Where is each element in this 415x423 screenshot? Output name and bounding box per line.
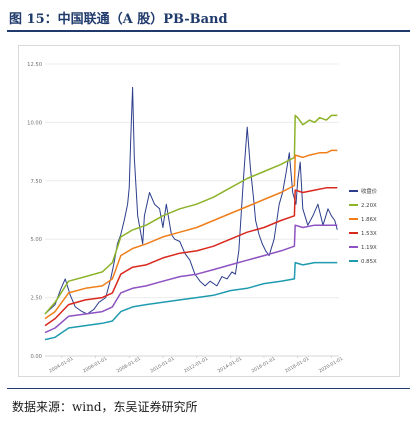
legend-label-band_186: 1.86X bbox=[361, 217, 377, 223]
y-tick-label: 0.00 bbox=[30, 354, 42, 360]
x-tick-label: 2008-01-01 bbox=[116, 356, 142, 375]
pb-band-chart: 0.00 2.50 5.00 7.50 10.00 12.50 2004-01-01 2006… bbox=[27, 62, 378, 375]
x-tick-label: 2018-01-01 bbox=[284, 356, 310, 375]
data-source-note: 数据来源：wind，东吴证券研究所 bbox=[12, 400, 198, 414]
x-tick-label: 2006-01-01 bbox=[82, 356, 108, 375]
series-line-band_220 bbox=[44, 114, 338, 315]
legend-label-price: 收盘价 bbox=[361, 187, 378, 195]
y-tick-label: 12.50 bbox=[27, 62, 42, 68]
y-tick-label: 5.00 bbox=[30, 237, 42, 243]
x-tick-label: 2010-01-01 bbox=[149, 356, 175, 375]
series-line-band_119 bbox=[44, 224, 338, 334]
y-tick-label: 2.50 bbox=[30, 296, 42, 302]
x-tick-label: 2020-01-01 bbox=[318, 356, 344, 375]
x-tick-label: 2014-01-01 bbox=[217, 356, 243, 375]
title-rule bbox=[7, 30, 410, 32]
x-tick-label: 2004-01-01 bbox=[48, 356, 74, 375]
series-line-price bbox=[44, 86, 338, 315]
y-tick-label: 10.00 bbox=[27, 120, 42, 126]
legend-label-band_220: 2.20X bbox=[361, 203, 377, 209]
x-tick-label: 2012-01-01 bbox=[183, 356, 209, 375]
figure-title: 图 15：中国联通（A 股）PB-Band bbox=[9, 12, 228, 27]
series-line-band_186 bbox=[44, 149, 338, 320]
legend-label-band_085: 0.85X bbox=[361, 259, 377, 265]
y-tick-label: 7.50 bbox=[30, 179, 42, 185]
source-rule bbox=[7, 388, 410, 389]
series-line-band_153 bbox=[44, 187, 338, 327]
legend-label-band_153: 1.53X bbox=[361, 231, 377, 237]
chart-frame: 0.00 2.50 5.00 7.50 10.00 12.50 2004-01-01 2006… bbox=[18, 45, 400, 377]
series-line-band_085 bbox=[44, 261, 338, 341]
legend-label-band_119: 1.19X bbox=[361, 245, 377, 251]
x-tick-label: 2016-01-01 bbox=[250, 356, 276, 375]
